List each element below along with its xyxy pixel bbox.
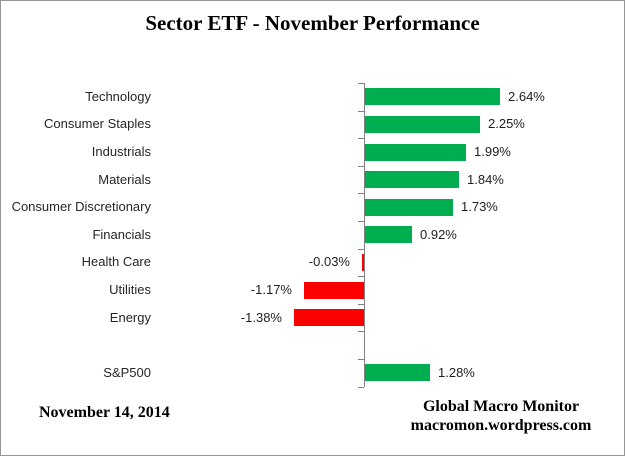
value-label: -0.03% — [308, 254, 350, 270]
bar-negative — [362, 253, 364, 271]
axis-tick — [358, 83, 364, 84]
axis-tick — [358, 303, 364, 305]
category-label: S&P500 — [103, 364, 151, 380]
category-label: Health Care — [81, 254, 151, 270]
category-label: Materials — [98, 171, 151, 187]
bar-negative — [304, 281, 364, 299]
value-label: 2.25% — [488, 116, 525, 132]
axis-tick — [358, 386, 364, 388]
bar-positive — [365, 226, 412, 244]
bar-positive — [365, 115, 480, 133]
category-label: Utilities — [109, 282, 151, 297]
bar-positive — [365, 364, 430, 382]
value-label: 1.84% — [467, 171, 504, 187]
axis-tick — [358, 331, 364, 333]
axis-tick — [358, 110, 364, 112]
axis-tick — [358, 248, 364, 250]
chart-credit: Global Macro Monitor macromon.wordpress.… — [381, 397, 621, 435]
value-label: 1.99% — [474, 144, 511, 159]
chart-title: Sector ETF - November Performance — [145, 11, 480, 35]
axis-tick — [358, 221, 364, 222]
value-label: 0.92% — [420, 226, 457, 242]
value-label: 1.28% — [438, 364, 475, 380]
bar-positive — [365, 171, 459, 189]
axis-tick — [358, 359, 364, 360]
value-label: 2.64% — [508, 88, 545, 104]
bar-positive — [365, 198, 453, 216]
value-axis-line — [364, 83, 365, 387]
chart-date: November 14, 2014 — [39, 404, 170, 421]
value-label: -1.38% — [240, 309, 282, 325]
category-label: Industrials — [91, 144, 151, 159]
value-label: 1.73% — [461, 199, 498, 215]
bar-positive — [365, 88, 500, 106]
axis-tick — [358, 165, 364, 167]
category-label: Technology — [85, 88, 151, 104]
category-label: Energy — [109, 309, 151, 325]
bar-negative — [294, 309, 364, 327]
axis-tick — [358, 276, 364, 278]
bar-positive — [365, 143, 466, 161]
category-label: Financials — [92, 226, 151, 242]
credit-line-2: macromon.wordpress.com — [410, 417, 592, 434]
category-label: Consumer Staples — [44, 116, 151, 132]
axis-tick — [358, 138, 364, 140]
category-label: Consumer Discretionary — [11, 199, 151, 215]
axis-tick — [358, 193, 364, 195]
credit-line-1: Global Macro Monitor — [422, 398, 580, 415]
value-label: -1.17% — [250, 282, 292, 297]
